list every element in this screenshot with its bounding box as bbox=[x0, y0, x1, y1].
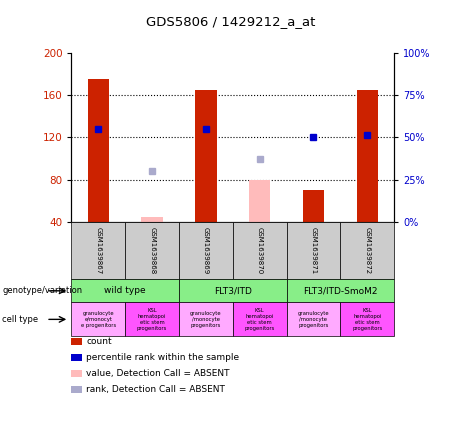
Bar bbox=[195, 90, 217, 222]
Text: GSM1639869: GSM1639869 bbox=[203, 227, 209, 274]
Text: value, Detection Call = ABSENT: value, Detection Call = ABSENT bbox=[86, 369, 230, 378]
Bar bbox=[88, 79, 109, 222]
Bar bbox=[142, 217, 163, 222]
Text: GSM1639871: GSM1639871 bbox=[310, 227, 317, 274]
Text: GSM1639868: GSM1639868 bbox=[149, 227, 155, 274]
Text: rank, Detection Call = ABSENT: rank, Detection Call = ABSENT bbox=[86, 385, 225, 394]
Text: genotype/variation: genotype/variation bbox=[2, 286, 83, 295]
Text: granulocyte
/monocyte
progenitors: granulocyte /monocyte progenitors bbox=[298, 311, 329, 328]
Text: cell type: cell type bbox=[2, 315, 38, 324]
Text: KSL
hematopoi
etic stem
progenitors: KSL hematopoi etic stem progenitors bbox=[352, 308, 383, 330]
Text: GSM1639872: GSM1639872 bbox=[364, 227, 370, 274]
Text: granulocyte
e/monocyt
e progenitors: granulocyte e/monocyt e progenitors bbox=[81, 311, 116, 328]
Text: KSL
hematopoi
etic stem
progenitors: KSL hematopoi etic stem progenitors bbox=[137, 308, 167, 330]
Text: GSM1639870: GSM1639870 bbox=[257, 227, 263, 274]
Bar bbox=[249, 180, 271, 222]
Text: GSM1639867: GSM1639867 bbox=[95, 227, 101, 274]
Text: FLT3/ITD: FLT3/ITD bbox=[214, 286, 252, 295]
Text: GDS5806 / 1429212_a_at: GDS5806 / 1429212_a_at bbox=[146, 15, 315, 28]
Bar bbox=[356, 90, 378, 222]
Text: granulocyte
/monocyte
progenitors: granulocyte /monocyte progenitors bbox=[190, 311, 222, 328]
Text: KSL
hematopoi
etic stem
progenitors: KSL hematopoi etic stem progenitors bbox=[244, 308, 275, 330]
Text: count: count bbox=[86, 337, 112, 346]
Text: FLT3/ITD-SmoM2: FLT3/ITD-SmoM2 bbox=[303, 286, 378, 295]
Bar bbox=[303, 190, 324, 222]
Text: percentile rank within the sample: percentile rank within the sample bbox=[86, 353, 239, 362]
Text: wild type: wild type bbox=[105, 286, 146, 295]
